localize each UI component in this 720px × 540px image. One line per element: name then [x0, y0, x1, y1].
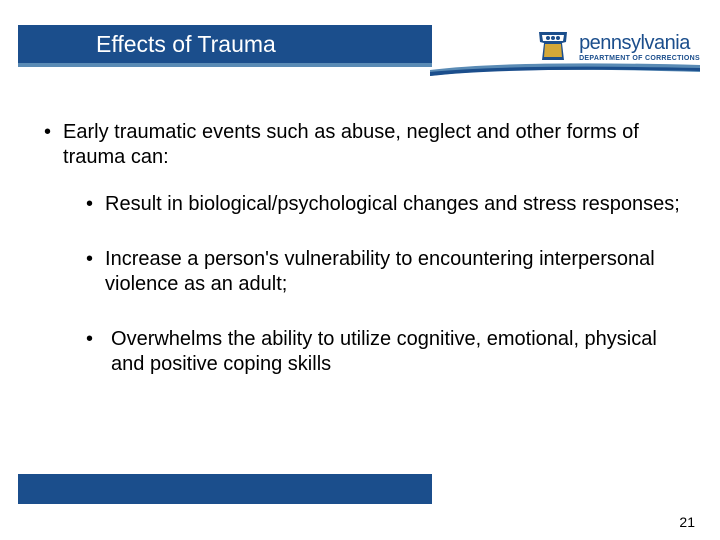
keystone-icon	[535, 30, 571, 64]
sub-bullet: • Result in biological/psychological cha…	[82, 192, 680, 217]
logo-department: DEPARTMENT OF CORRECTIONS	[579, 55, 700, 62]
main-bullet: • Early traumatic events such as abuse, …	[40, 120, 680, 170]
sub-bullet: • Increase a person's vulnerability to e…	[82, 247, 680, 297]
logo-state-name: pennsylvania	[579, 33, 700, 53]
sub-bullet-text: Overwhelms the ability to utilize cognit…	[111, 327, 680, 377]
logo-text: pennsylvania DEPARTMENT OF CORRECTIONS	[579, 33, 700, 62]
main-bullet-text: Early traumatic events such as abuse, ne…	[63, 120, 680, 170]
sub-bullet-list: • Result in biological/psychological cha…	[40, 192, 680, 377]
page-number: 21	[679, 514, 695, 530]
sub-bullet-text: Increase a person's vulnerability to enc…	[105, 247, 680, 297]
slide-title: Effects of Trauma	[96, 31, 276, 58]
sub-bullet-text: Result in biological/psychological chang…	[105, 192, 680, 217]
slide-content: • Early traumatic events such as abuse, …	[0, 85, 720, 377]
bullet-dot: •	[86, 327, 93, 377]
bullet-dot: •	[44, 120, 51, 170]
slide-header: Effects of Trauma pennsylvania DEPARTMEN…	[0, 0, 720, 85]
bullet-dot: •	[86, 192, 93, 217]
sub-bullet: • Overwhelms the ability to utilize cogn…	[82, 327, 680, 377]
logo-block: pennsylvania DEPARTMENT OF CORRECTIONS	[535, 30, 700, 64]
swoosh-decoration	[430, 62, 700, 76]
footer-bar	[18, 474, 432, 504]
title-bar: Effects of Trauma	[18, 25, 432, 67]
bullet-dot: •	[86, 247, 93, 297]
